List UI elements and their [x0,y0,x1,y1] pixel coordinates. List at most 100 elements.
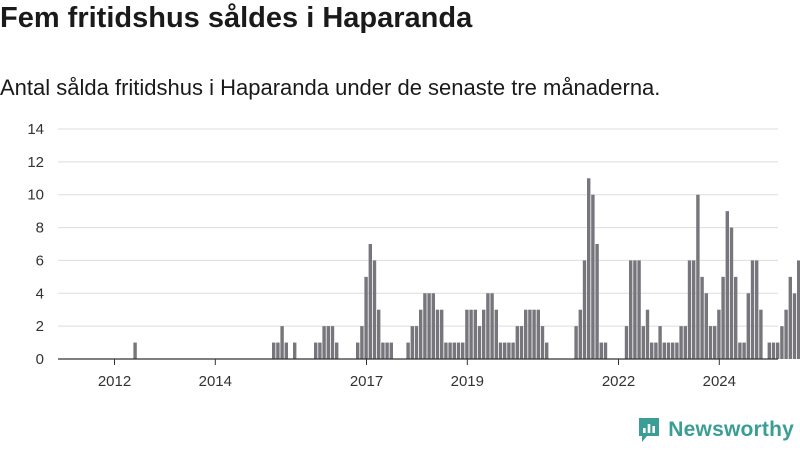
bar [738,342,742,359]
bar [700,276,704,359]
bar [776,342,780,359]
bar [469,309,473,359]
bar [771,342,776,359]
bar [314,342,318,359]
bar [389,342,393,359]
bar [662,342,666,359]
bar [729,227,734,359]
bar [326,326,330,359]
bar [650,342,654,359]
y-tick-label: 2 [36,318,44,335]
bar [498,342,503,359]
x-tick-label: 2017 [350,373,383,390]
bar [713,326,717,359]
newsworthy-logo-icon [639,418,660,442]
bar [507,342,511,359]
bar [377,309,381,359]
bar [687,260,692,359]
bar [473,309,477,359]
bar [746,293,750,359]
bar [515,326,519,359]
bar [477,326,482,359]
bar [683,326,687,359]
bar [524,309,528,359]
bar [461,342,465,359]
bar [780,326,784,359]
bar [784,309,788,359]
chart-title: Fem fritidshus såldes i Haparanda [0,2,473,34]
bar [360,326,364,359]
bar [280,326,284,359]
bar [750,260,755,359]
gridlines [58,128,778,327]
bar [385,342,389,359]
bar [645,309,650,359]
bar [503,342,507,359]
bar [406,342,410,359]
newsworthy-brand: Newsworthy [637,416,794,444]
bar [356,342,360,359]
bar [364,276,368,359]
bar [427,293,431,359]
bar [587,178,591,359]
bar [435,309,440,359]
bar [582,260,587,359]
bar [490,293,494,359]
bar [540,326,545,359]
bar [293,342,297,359]
bar [574,326,578,359]
y-tick-label: 0 [36,351,44,368]
bar [414,326,419,359]
bar [721,276,725,359]
bar [734,276,738,359]
bar [591,194,595,359]
bar [666,342,671,359]
y-axis-ticks: 0 2 4 6 8 10 12 14 [27,121,44,368]
bar [330,326,335,359]
bar [440,309,444,359]
bar [532,309,536,359]
bar [410,326,414,359]
bar [284,342,288,359]
bar [419,309,423,359]
bar [624,326,629,359]
brand-name: Newsworthy [668,418,794,441]
x-tick-label: 2014 [199,373,232,390]
bar [494,309,498,359]
x-tick-label: 2019 [451,373,484,390]
bar [637,260,641,359]
bar [641,326,645,359]
bar [679,326,683,359]
bar [368,244,372,359]
bar [381,342,385,359]
bar [465,309,469,359]
bar [671,342,675,359]
bar [629,260,633,359]
bar [486,293,490,359]
y-tick-label: 6 [36,252,44,269]
bar [536,309,540,359]
bar [755,260,759,359]
bars [133,178,800,359]
bar [767,342,771,359]
bar [276,342,280,359]
bar [133,342,137,359]
bar [528,309,532,359]
bar [633,260,637,359]
bar [792,293,797,359]
bar [322,326,326,359]
bar [595,244,599,359]
bar [444,342,448,359]
bar [599,342,603,359]
x-tick-label: 2022 [602,373,635,390]
y-tick-label: 14 [27,121,44,138]
bar [797,260,800,359]
bar [708,326,713,359]
bar [696,194,700,359]
bar [431,293,435,359]
bar [658,326,662,359]
bar [545,342,549,359]
bar [456,342,461,359]
bar [788,276,792,359]
